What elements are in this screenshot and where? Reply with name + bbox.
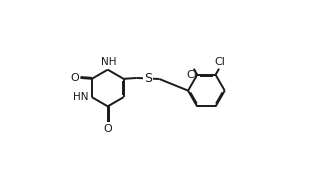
Text: S: S: [144, 72, 152, 85]
Text: O: O: [103, 124, 112, 134]
Text: HN: HN: [73, 92, 89, 102]
Text: O: O: [71, 73, 79, 83]
Text: NH: NH: [101, 57, 116, 67]
Text: Cl: Cl: [214, 57, 225, 67]
Text: Cl: Cl: [186, 70, 197, 80]
